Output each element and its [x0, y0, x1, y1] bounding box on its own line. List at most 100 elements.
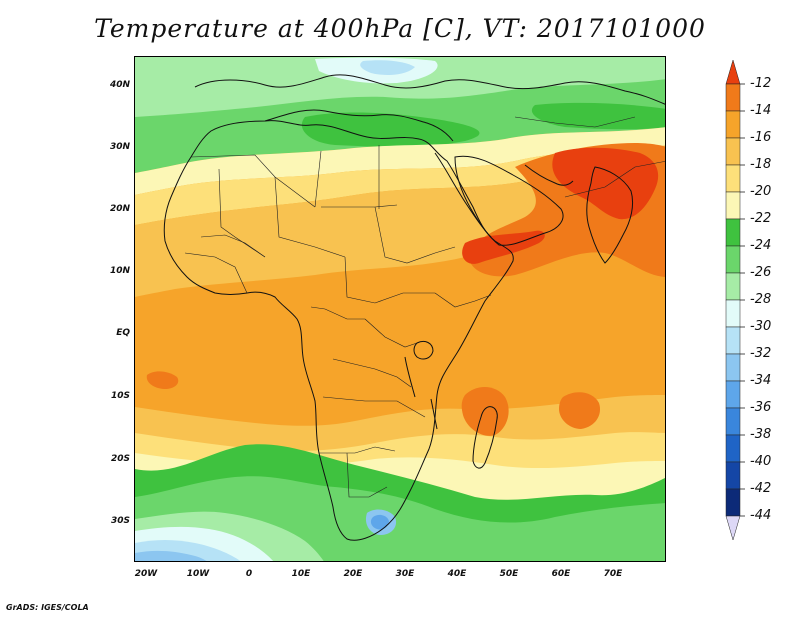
north-dark-green-patch: [301, 112, 480, 147]
border-line: [514, 116, 636, 128]
colorbar-bin: [725, 434, 741, 463]
persian-gulf: [524, 164, 574, 186]
map-title: Temperature at 400hPa [C], VT: 201710100…: [94, 14, 706, 43]
border-line: [218, 168, 266, 258]
lon-label-20e: 20E: [343, 569, 363, 579]
colorbar-bin: [725, 218, 741, 247]
colorbar-bin: [725, 407, 741, 436]
colorbar-label: -18: [750, 157, 772, 172]
colorbar-label: -22: [750, 211, 772, 226]
lon-label-40e: 40E: [447, 569, 467, 579]
colorbar-label: -28: [750, 292, 772, 307]
tropics-light-orange: [135, 159, 665, 297]
north-blue-patch: [360, 60, 415, 75]
colorbar-label: -40: [750, 454, 772, 469]
red-sea: [434, 152, 492, 238]
colorbar-bin: [725, 353, 741, 382]
border-line: [274, 176, 346, 258]
colorbar-label: -32: [750, 346, 772, 361]
europe-coast: [194, 74, 665, 105]
colorbar-label: -30: [750, 319, 772, 334]
border-line: [322, 396, 426, 418]
lon-label-10e: 10E: [291, 569, 311, 579]
colorbar-label: -26: [750, 265, 772, 280]
colorbar-bin: [725, 515, 741, 541]
madagascar-warm-spot: [461, 386, 509, 436]
colorbar-bin: [725, 83, 741, 112]
colorbar-bin: [725, 380, 741, 409]
colorbar-label: -14: [750, 103, 772, 118]
lon-label-70e: 70E: [603, 569, 623, 579]
lat-label-30s: 30S: [110, 516, 130, 526]
border-line: [332, 358, 412, 388]
colorbar-bin: [725, 245, 741, 274]
colorbar-bin: [725, 164, 741, 193]
border-line: [184, 252, 248, 294]
colorbar-bin: [725, 326, 741, 355]
border-line: [564, 161, 665, 198]
border-line: [344, 256, 435, 304]
border-line: [310, 306, 365, 320]
colorbar-label: -38: [750, 427, 772, 442]
temperature-map: [134, 56, 666, 562]
border-line: [374, 206, 456, 264]
coastlines: [163, 74, 665, 541]
lat-label-30n: 30N: [109, 142, 130, 152]
india: [586, 166, 634, 264]
south-africa-blue-core: [370, 514, 389, 530]
sahara-pale-band: [135, 127, 665, 195]
colorbar: [725, 59, 745, 541]
colorbar-label: -44: [750, 508, 772, 523]
border-line: [364, 318, 418, 348]
border-line: [190, 154, 316, 208]
grads-credit: GrADS: IGES/COLA: [6, 603, 89, 612]
lake-tanganyika: [404, 356, 416, 398]
colorbar-bin: [725, 110, 741, 139]
lon-label-0: 0: [245, 569, 253, 579]
colorbar-label: -20: [750, 184, 772, 199]
border-line: [200, 234, 266, 258]
lake-malawi: [430, 398, 438, 430]
lon-label-30e: 30E: [395, 569, 415, 579]
colorbar-bin: [725, 461, 741, 490]
lon-label-50e: 50E: [499, 569, 519, 579]
mediterranean-south: [264, 109, 454, 142]
lon-label-60e: 60E: [551, 569, 571, 579]
border-line: [319, 446, 396, 454]
lake-victoria: [413, 340, 434, 360]
lat-label-10n: 10N: [109, 266, 130, 276]
colorbar-label: -12: [750, 76, 772, 91]
border-line: [314, 150, 322, 208]
colorbar-bin: [725, 191, 741, 220]
africa-coastline: [163, 120, 514, 541]
country-borders: [184, 116, 665, 498]
atlantic-warm-spot: [146, 371, 179, 389]
border-line: [346, 452, 388, 498]
colorbar-label: -42: [750, 481, 772, 496]
lat-label-20n: 20N: [109, 204, 130, 214]
lon-label-10w: 10W: [186, 569, 210, 579]
lat-label-20s: 20S: [110, 454, 130, 464]
colorbar-bin: [725, 488, 741, 517]
south-blue: [135, 550, 207, 561]
colorbar-label: -24: [750, 238, 772, 253]
lon-label-20w: 20W: [134, 569, 158, 579]
north-light-green: [135, 57, 665, 117]
colorbar-label: -16: [750, 130, 772, 145]
temperature-field: [135, 57, 665, 561]
colorbar-bin: [725, 299, 741, 328]
border-line: [434, 292, 492, 308]
colorbar-bin: [725, 137, 741, 166]
colorbar-bin: [725, 272, 741, 301]
colorbar-label: -34: [750, 373, 772, 388]
lat-label-10s: 10S: [110, 391, 130, 401]
lat-label-40n: 40N: [109, 80, 130, 90]
arabian-peninsula: [454, 155, 564, 246]
colorbar-label: -36: [750, 400, 772, 415]
indian-ocean-warm-spot: [559, 392, 601, 429]
colorbar-bin: [725, 59, 741, 85]
india-hot-core: [552, 147, 659, 220]
lat-label-eq: EQ: [116, 328, 130, 338]
red-sea-hot-streak: [462, 230, 545, 264]
north-dark-green-patch-2: [531, 102, 665, 130]
